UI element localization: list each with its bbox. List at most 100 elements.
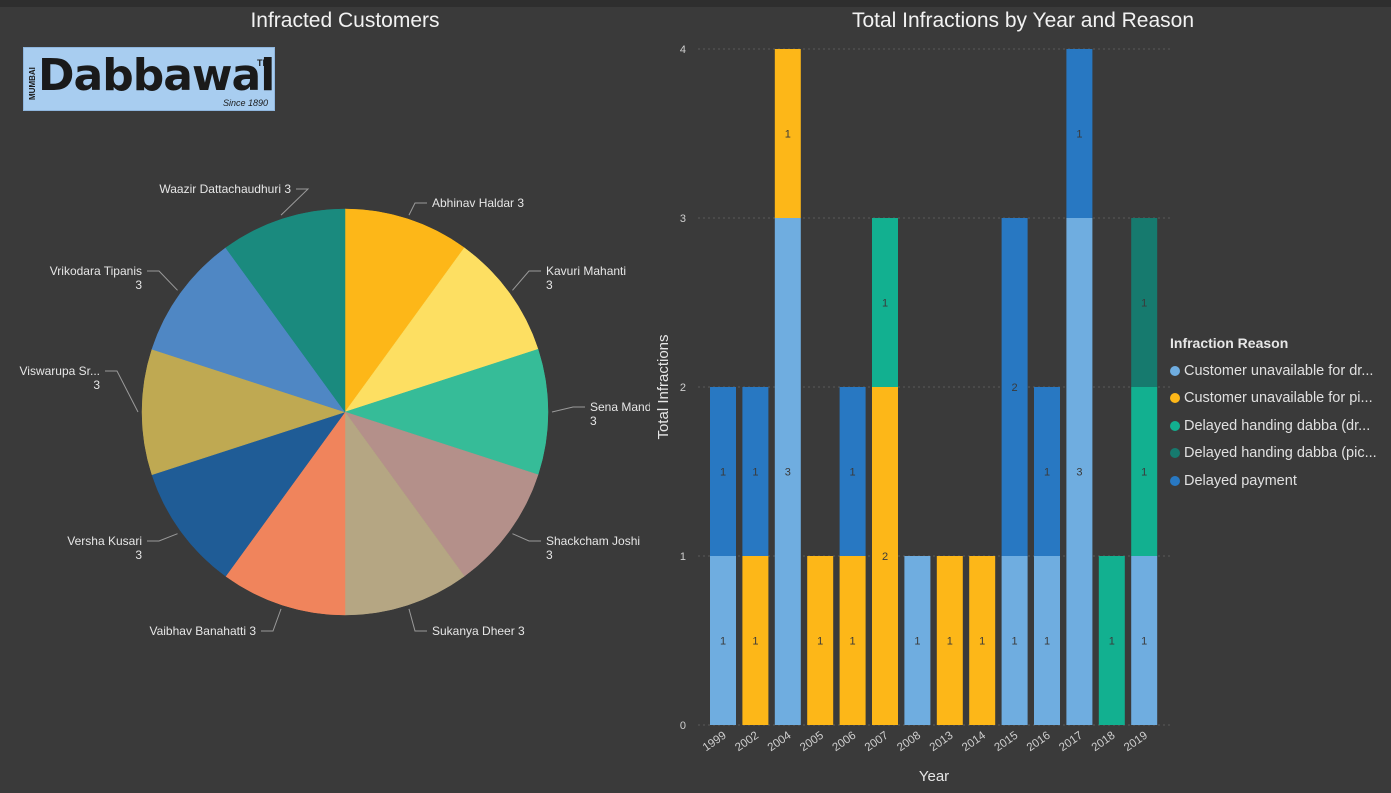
pie-slice[interactable] [151, 411, 346, 577]
bar-segment[interactable] [1131, 387, 1158, 556]
bar-data-label: 1 [1141, 636, 1147, 648]
pie-slice[interactable] [225, 411, 346, 616]
bar-data-label: 1 [1044, 467, 1050, 479]
bar-segment[interactable] [936, 556, 963, 725]
x-tick-label: 2008 [895, 730, 923, 755]
logo-trademark: TM [257, 58, 270, 68]
bar-segment[interactable] [774, 218, 801, 725]
pie-slice[interactable] [344, 247, 539, 413]
pie-leader-line [512, 533, 541, 542]
pie-slice-label: Sukanya Dheer 3 [432, 624, 525, 638]
bar-data-label: 1 [752, 467, 758, 479]
bar-data-label: 1 [720, 636, 726, 648]
legend-item[interactable]: Delayed handing dabba (pic... [1170, 440, 1391, 468]
logo-since: Since 1890 [222, 98, 268, 108]
pie-slice-label: Kavuri Mahanti 3 [546, 264, 626, 292]
bar-data-label: 1 [1141, 467, 1147, 479]
y-axis-label: Total Infractions [655, 334, 672, 439]
bar-data-label: 1 [1012, 636, 1018, 648]
pie-chart-title: Infracted Customers [250, 9, 440, 32]
top-strip [0, 0, 1391, 7]
bar-chart-panel: Total Infractions by Year and Reason 0 1 2… [650, 7, 1391, 793]
pie-slice-label: Vaibhav Banahatti 3 [149, 624, 256, 638]
pie-slice[interactable] [344, 411, 539, 577]
x-tick-label: 1999 [701, 730, 729, 755]
x-tick-label: 2002 [733, 730, 761, 755]
pie-slice-label: Shackcham Joshi 3 [546, 534, 640, 562]
pie-slice-label: Versha Kusari 3 [67, 534, 142, 562]
x-tick-label: 2006 [830, 730, 858, 755]
bar-data-label: 1 [785, 129, 791, 141]
bar-segment[interactable] [774, 49, 801, 218]
logo-side-text: MUMBAI [28, 67, 37, 100]
legend-item-label: Delayed payment [1184, 472, 1297, 489]
bar-data-label: 3 [1076, 467, 1082, 479]
bar-segment[interactable] [710, 556, 736, 725]
pie-slice-label: Abhinav Haldar 3 [432, 196, 524, 210]
legend-item[interactable]: Delayed handing dabba (dr... [1170, 412, 1391, 440]
bar-segment[interactable] [1001, 556, 1028, 725]
x-tick-label: 2013 [928, 730, 956, 755]
pie-leader-line [105, 370, 139, 413]
pie-chart-panel: Infracted Customers MUMBAI Dabbawala TM … [0, 7, 650, 793]
y-tick-label: 4 [680, 44, 686, 56]
pie-slice[interactable] [344, 208, 465, 413]
bar-data-label: 1 [979, 636, 985, 648]
x-tick-label: 2014 [960, 729, 988, 754]
bar-segment[interactable] [839, 556, 866, 725]
pie-leader-line [147, 533, 178, 542]
x-tick-label: 2005 [798, 730, 826, 755]
pie-slice[interactable] [225, 208, 346, 413]
bar-data-label: 1 [914, 636, 920, 648]
x-tick-label: 2016 [1025, 730, 1053, 755]
pie-slice-label: Viswarupa Sr... 3 [20, 364, 101, 392]
bar-segment[interactable] [872, 218, 898, 387]
pie-slice-label: Vrikodara Tipanis 3 [50, 264, 143, 292]
bar-data-label: 1 [817, 636, 823, 648]
bar-segment[interactable] [1034, 387, 1060, 556]
bar-segment[interactable] [872, 387, 898, 725]
bar-segment[interactable] [1001, 218, 1028, 556]
bar-segment[interactable] [742, 556, 769, 725]
bar-segment[interactable] [1131, 556, 1158, 725]
bar-segment[interactable] [1131, 218, 1158, 387]
pie-slice[interactable] [151, 247, 346, 413]
bar-segment[interactable] [1066, 49, 1093, 218]
bar-data-label: 3 [785, 467, 791, 479]
bar-segment[interactable] [1066, 218, 1093, 725]
legend-item[interactable]: Customer unavailable for dr... [1170, 357, 1391, 385]
x-tick-label: 2017 [1057, 730, 1085, 755]
bar-data-label: 1 [1109, 636, 1115, 648]
bar-segment[interactable] [1034, 556, 1060, 725]
pie-slice[interactable] [344, 348, 549, 476]
legend-dot-icon [1170, 393, 1180, 404]
legend-item[interactable]: Customer unavailable for pi... [1170, 385, 1391, 413]
logo-wordmark: Dabbawala [38, 50, 275, 101]
dabbawala-logo: MUMBAI Dabbawala TM Since 1890 [23, 47, 275, 111]
logo-side-label: MUMBAI [28, 67, 37, 100]
pie-leader-line [280, 188, 310, 216]
bar-data-label: 1 [1044, 636, 1050, 648]
bar-segment[interactable] [969, 556, 996, 725]
legend-dot-icon [1170, 448, 1180, 459]
bar-segment[interactable] [710, 387, 736, 556]
legend-dot-icon [1170, 475, 1180, 486]
pie-leader-line [408, 608, 427, 632]
pie-leader-line [261, 608, 282, 632]
x-tick-label: 2007 [863, 730, 891, 755]
legend-item[interactable]: Delayed payment [1170, 467, 1391, 495]
bar-segment[interactable] [839, 387, 866, 556]
bar-segment[interactable] [807, 556, 834, 725]
bar-data-label: 1 [850, 467, 856, 479]
x-tick-label: 2004 [766, 729, 794, 754]
bar-segment[interactable] [742, 387, 769, 556]
legend-item-label: Customer unavailable for pi... [1184, 390, 1373, 407]
bar-segment[interactable] [904, 556, 931, 725]
pie-slice[interactable] [344, 411, 465, 616]
bar-data-label: 1 [752, 636, 758, 648]
bar-data-label: 1 [850, 636, 856, 648]
pie-slice[interactable] [141, 348, 346, 476]
bar-chart-title: Total Infractions by Year and Reason [851, 9, 1195, 32]
bar-segment[interactable] [1098, 556, 1125, 725]
bar-data-label: 1 [1076, 129, 1082, 141]
